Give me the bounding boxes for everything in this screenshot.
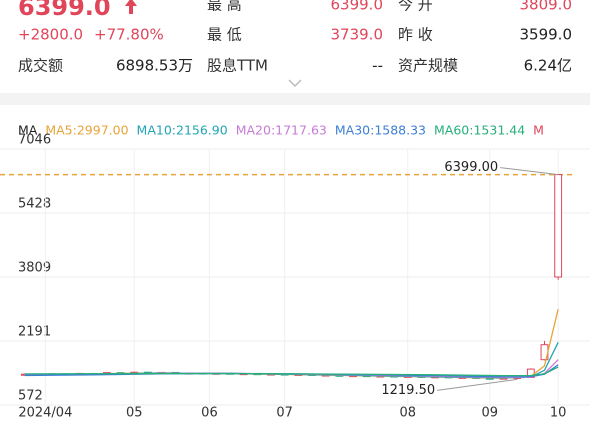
up-arrow-icon <box>125 0 137 14</box>
expand-chevron[interactable] <box>288 79 302 88</box>
annotation: 6399.00 <box>444 160 498 175</box>
x-tick-label: 06 <box>201 406 218 421</box>
y-tick-label: 5428 <box>18 196 51 211</box>
ma-legend: MA10:2156.90 <box>137 123 228 138</box>
stat-label: 成交额 <box>18 57 63 75</box>
ma-legend: MA20:1717.63 <box>236 123 327 138</box>
annotation-leader <box>500 167 559 176</box>
stat-value: -- <box>372 57 383 75</box>
x-tick-label: 09 <box>482 406 499 421</box>
change: +2800.0 <box>18 26 83 44</box>
ma-legend: MA30:1588.33 <box>335 123 426 138</box>
x-tick-label: 05 <box>126 406 143 421</box>
x-tick-label: 08 <box>399 406 416 421</box>
change-pct: +77.80% <box>94 26 164 44</box>
stat-label: 资产规模 <box>398 57 458 75</box>
ma-legend: M <box>533 123 544 138</box>
annotation-leader <box>437 378 518 391</box>
stat-label: 最 高 <box>207 0 242 14</box>
stat-label: 昨 收 <box>398 26 433 44</box>
annotation: 1219.50 <box>381 383 435 398</box>
y-tick-label: 572 <box>18 389 43 404</box>
y-tick-label: 3809 <box>18 261 51 276</box>
stat-value: 6898.53万 <box>116 57 193 75</box>
candle-body <box>554 174 563 278</box>
stat-label: 今 开 <box>398 0 433 14</box>
ma-legend: MA60:1531.44 <box>434 123 525 138</box>
y-tick-label: 2191 <box>18 324 51 339</box>
x-tick-label: 2024/04 <box>18 406 72 421</box>
y-tick-label: 7046 <box>18 133 51 148</box>
stat-value: 3809.0 <box>520 0 573 14</box>
ma-line <box>24 308 559 379</box>
price: 6399.0 <box>18 0 111 21</box>
stat-value: 3739.0 <box>331 26 384 44</box>
stat-value: 3599.0 <box>520 26 573 44</box>
stat-label: 最 低 <box>207 26 242 44</box>
stat-value: 6.24亿 <box>524 57 572 75</box>
x-tick-label: 10 <box>550 406 567 421</box>
ma-legend: MA5:2997.00 <box>45 123 128 138</box>
ma-line <box>24 366 559 377</box>
ma-legend: MA <box>18 123 38 138</box>
x-tick-label: 07 <box>276 406 293 421</box>
stat-label: 股息TTM <box>207 57 268 75</box>
separator <box>0 93 590 105</box>
stat-value: 6399.0 <box>331 0 384 14</box>
